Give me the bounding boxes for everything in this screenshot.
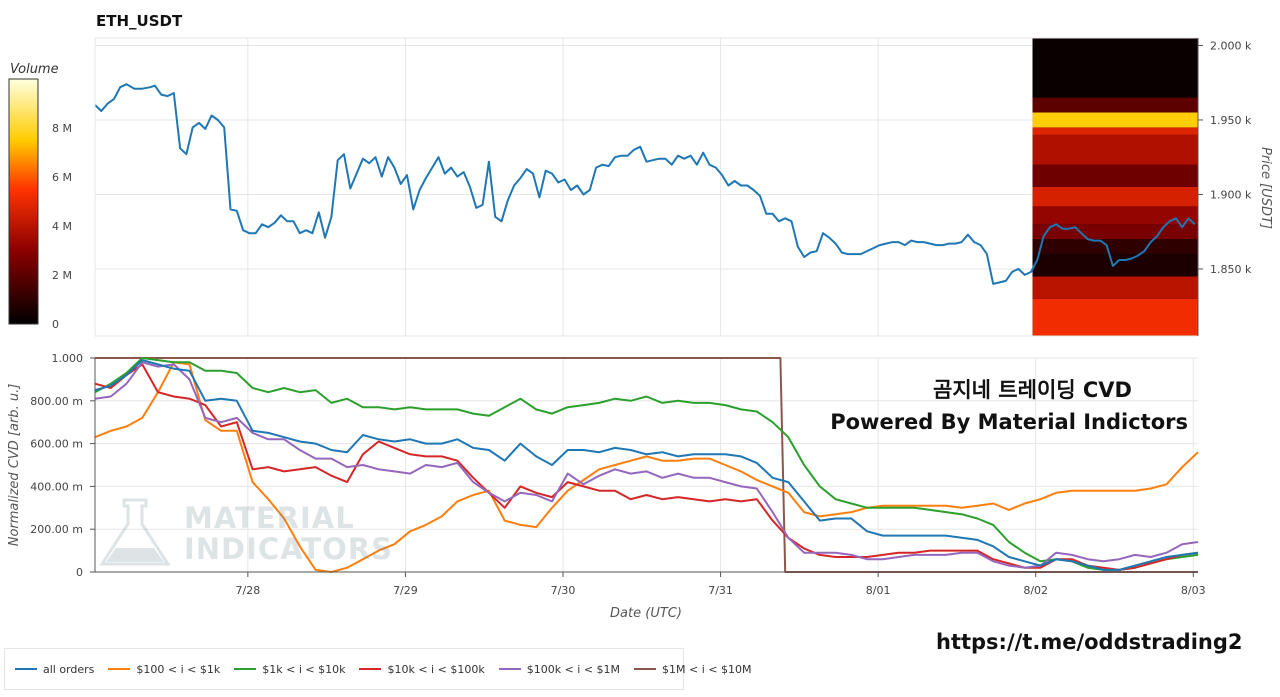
date-axis-label: Date (UTC) [610, 606, 682, 621]
heatmap-band-6 [1032, 187, 1198, 207]
legend-swatch [359, 668, 382, 670]
price-tick-label-1: 1.900 k [1210, 188, 1252, 201]
cvd-line-s100_1k [94, 361, 1199, 573]
material-indicators-watermark: MATERIAL INDICATORS [96, 498, 393, 570]
colorbar-ticks: 0 2 M 4 M 6 M 8 M [52, 122, 72, 331]
cvd-tick-label-5: 1.000 [52, 352, 84, 365]
cvd-line-all_orders [94, 359, 1199, 571]
colorbar: Volume 0 2 M 4 M 6 M 8 M [8, 62, 72, 331]
legend-label: all orders [43, 662, 95, 676]
cvd-line-s1k_10k [94, 357, 1199, 571]
x-tick-label-2: 7/30 [551, 584, 576, 597]
cvd-line-s100k_1m [94, 361, 1199, 569]
heatmap-band-2 [1032, 254, 1198, 277]
cvd-axis-label: Normalized CVD [arb. u.] [7, 384, 22, 547]
cvd-tick-label-4: 800.00 m [30, 395, 83, 408]
cvd-tick-label-0: 0 [76, 566, 83, 579]
colorbar-tick-4: 8 M [52, 122, 72, 135]
legend-label: $100 < i < $1k [136, 662, 221, 676]
tick-labels: 7/28 7/29 7/30 7/31 8/01 8/02 8/03 1.850 k 1.900… [30, 39, 1252, 597]
heatmap-band-7 [1032, 164, 1198, 187]
flask-icon [99, 498, 171, 566]
heatmap-band-10 [1032, 112, 1198, 128]
watermark-line-1: MATERIAL [184, 501, 355, 535]
legend-item-s1k_10k[interactable]: $1k < i < $10k [234, 663, 345, 676]
heatmap-band-9 [1032, 127, 1198, 135]
heatmap-band-11 [1032, 97, 1198, 113]
legend-label: $10k < i < $100k [387, 662, 485, 676]
colorbar-tick-3: 6 M [52, 171, 72, 184]
overlay-title: 곰지네 트레이딩 CVD [933, 378, 1132, 402]
x-tick-label-3: 7/31 [708, 584, 733, 597]
price-tick-label-3: 2.000 k [1210, 39, 1252, 52]
price-tick-label-0: 1.850 k [1210, 263, 1252, 276]
x-tick-label-1: 7/29 [393, 584, 418, 597]
legend-label: $1M < i < $10M [662, 662, 752, 676]
cvd-tick-label-2: 400.00 m [30, 480, 83, 493]
cvd-tick-label-3: 600.00 m [30, 438, 83, 451]
heatmap-band-4 [1032, 224, 1198, 240]
price-axis-label: Price [USDT] [1258, 147, 1273, 229]
colorbar-title: Volume [10, 62, 59, 77]
legend-item-all_orders[interactable]: all orders [15, 663, 94, 676]
heatmap-band-3 [1032, 239, 1198, 255]
volume-heatmap [1032, 38, 1198, 336]
legend-label: $100k < i < $1M [526, 662, 621, 676]
watermark-line-2: INDICATORS [184, 532, 394, 566]
cvd-tick-label-1: 200.00 m [30, 523, 83, 536]
legend-item-s100_1k[interactable]: $100 < i < $1k [108, 663, 220, 676]
x-tick-label-0: 7/28 [235, 584, 260, 597]
heatmap-band-0 [1032, 298, 1198, 336]
x-tick-label-6: 8/03 [1181, 584, 1206, 597]
colorbar-tick-2: 4 M [52, 220, 72, 233]
cvd-line-layer [94, 357, 1199, 573]
telegram-link[interactable]: https://t.me/oddstrading2 [936, 630, 1243, 654]
price-line-layer [94, 83, 1196, 285]
overlay-subtitle: Powered By Material Indictors [830, 410, 1188, 434]
heatmap-band-8 [1032, 134, 1198, 165]
heatmap-band-1 [1032, 276, 1198, 299]
legend-item-s10k_100k[interactable]: $10k < i < $100k [359, 662, 485, 676]
x-tick-label-5: 8/02 [1023, 584, 1048, 597]
legend-item-s100k_1m[interactable]: $100k < i < $1M [498, 662, 621, 676]
legend: all orders $100 < i < $1k $1k < i < $10k $1… [4, 648, 751, 690]
cvd-line-s10k_100k [94, 363, 1199, 571]
axes [94, 37, 1199, 573]
heatmap-band-5 [1032, 206, 1198, 225]
x-tick-label-4: 8/01 [866, 584, 891, 597]
colorbar-gradient [8, 78, 39, 325]
chart-title: ETH_USDT [96, 12, 183, 30]
heatmap-band-12 [1032, 38, 1198, 98]
colorbar-tick-0: 0 [52, 318, 59, 331]
legend-swatch [634, 668, 657, 670]
legend-swatch [234, 668, 257, 670]
legend-swatch [498, 668, 521, 670]
legend-swatch [15, 668, 37, 670]
legend-item-s1m_10m[interactable]: $1M < i < $10M [634, 663, 751, 676]
price-line [94, 83, 1196, 285]
price-tick-label-2: 1.950 k [1210, 114, 1252, 127]
legend-swatch [108, 668, 131, 670]
colorbar-tick-1: 2 M [52, 269, 72, 282]
legend-label: $1k < i < $10k [262, 662, 346, 676]
